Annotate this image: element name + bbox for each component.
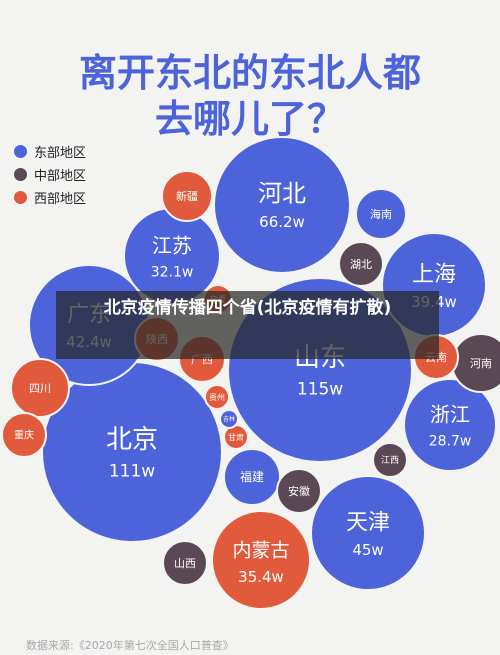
bubble-value: 111w	[109, 462, 155, 482]
bubble-label: 重庆	[14, 429, 34, 442]
bubble-label: 内蒙古	[232, 539, 289, 561]
bubble: 江西	[372, 442, 408, 478]
bubble-circle	[310, 475, 426, 591]
bubble-circle	[338, 241, 384, 287]
bubble-value: 28.7w	[429, 433, 472, 449]
legend-swatch-central	[14, 168, 27, 181]
legend-label-central: 中部地区	[34, 169, 87, 184]
bubble-circle	[223, 448, 281, 506]
legend-item-central: 中部地区	[14, 163, 86, 186]
bubble-circle	[10, 358, 70, 418]
bubble: 浙江 28.7w	[403, 378, 497, 472]
source-note: 数据来源:《2020年第七次全国人口普查》	[26, 639, 234, 652]
legend-item-east: 东部地区	[14, 140, 86, 163]
bubble-circle	[162, 540, 208, 586]
bubble: 山西	[162, 540, 208, 586]
bubble-value: 45w	[352, 541, 383, 559]
bubble-circle	[403, 378, 497, 472]
bubble: 重庆	[1, 412, 47, 458]
bubble-circle	[355, 188, 407, 240]
bubble: 北京 111w	[41, 361, 223, 543]
chart-title-line1: 离开东北的东北人都	[78, 51, 421, 95]
bubble-label: 新疆	[176, 189, 198, 203]
bubble: 河南	[451, 333, 500, 393]
bubble-circle	[276, 468, 322, 514]
bubble: 四川	[10, 358, 70, 418]
bubble-label: 福建	[240, 469, 264, 484]
bubble-label: 江西	[381, 455, 399, 466]
bubble-circle	[204, 384, 230, 410]
legend: 东部地区 中部地区 西部地区	[14, 140, 86, 209]
bubble: 江苏 32.1w	[123, 207, 221, 305]
bubble-circle	[213, 136, 351, 274]
bubble-value: 35.4w	[238, 568, 284, 586]
legend-swatch-west	[14, 191, 27, 204]
legend-item-west: 西部地区	[14, 186, 86, 209]
legend-label-east: 东部地区	[34, 146, 87, 161]
bubble-value: 66.2w	[259, 213, 305, 231]
bubble-label: 吉林	[223, 415, 235, 423]
legend-label-west: 西部地区	[34, 192, 87, 207]
bubble: 福建	[223, 448, 281, 506]
bubble-label: 山西	[174, 557, 196, 570]
bubble-circle	[219, 409, 239, 429]
bubble-value: 32.1w	[151, 264, 194, 280]
bubble-label: 贵州	[209, 392, 225, 402]
bubble: 海南	[355, 188, 407, 240]
bubble: 安徽	[276, 468, 322, 514]
chart-title-line2: 去哪儿了？	[154, 97, 345, 141]
legend-swatch-east	[14, 145, 27, 158]
bubble-label: 河南	[470, 357, 492, 370]
bubble-label: 浙江	[430, 403, 470, 427]
bubble-label: 湖北	[350, 258, 372, 271]
bubble: 河北 66.2w	[213, 136, 351, 274]
bubble-label: 海南	[370, 207, 392, 221]
bubble-label: 河北	[258, 179, 306, 207]
bubble: 湖北	[338, 241, 384, 287]
bubble-circle	[161, 170, 213, 222]
bubble-label: 天津	[346, 510, 390, 535]
bubble-label: 四川	[29, 382, 51, 395]
bubble-value: 115w	[297, 380, 343, 400]
bubble-label: 上海	[412, 262, 456, 287]
bubble-label: 甘肃	[228, 432, 244, 442]
news-banner: 北京疫情传播四个省(北京疫情有扩散)	[56, 291, 439, 359]
bubble: 内蒙古 35.4w	[211, 510, 311, 610]
bubble-label: 北京	[106, 425, 158, 455]
bubble: 新疆	[161, 170, 213, 222]
bubble-label: 安徽	[288, 484, 310, 498]
bubble-circle	[1, 412, 47, 458]
bubble-circle	[211, 510, 311, 610]
bubble: 天津 45w	[310, 475, 426, 591]
bubble: 贵州	[204, 384, 230, 410]
bubble: 吉林	[219, 409, 239, 429]
chart-title: 离开东北的东北人都 去哪儿了？	[0, 50, 500, 142]
bubble-label: 江苏	[152, 234, 192, 258]
bubble-circle	[372, 442, 408, 478]
